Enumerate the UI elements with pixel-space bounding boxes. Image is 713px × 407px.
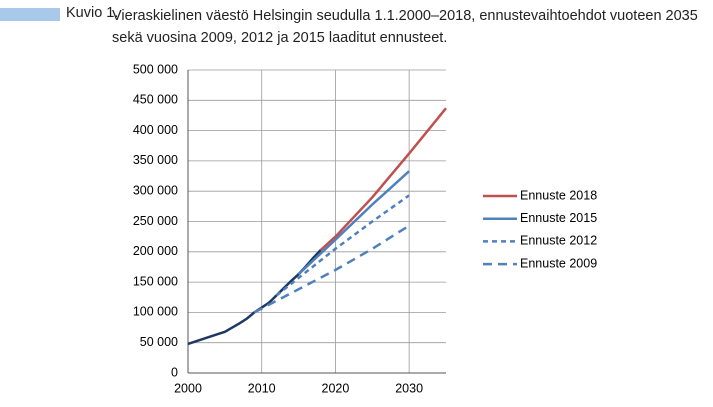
y-tick-label: 400 000 xyxy=(133,123,178,137)
chart-title: Vieraskielinen väestö Helsingin seudulla… xyxy=(112,8,698,46)
caption: Kuvio 1. Vieraskielinen väestö Helsingin… xyxy=(0,0,713,50)
caption-marker xyxy=(0,8,60,21)
y-tick-label: 0 xyxy=(171,365,178,379)
legend-label: Ennuste 2012 xyxy=(520,234,597,248)
figure-label: Kuvio 1. xyxy=(66,5,119,21)
x-tick-label: 2030 xyxy=(395,381,423,395)
x-tick-label: 2010 xyxy=(248,381,276,395)
series-line xyxy=(253,224,410,314)
legend-label: Ennuste 2015 xyxy=(520,211,597,225)
legend-label: Ennuste 2009 xyxy=(520,256,597,270)
series-line xyxy=(187,249,322,346)
y-tick-label: 150 000 xyxy=(133,274,178,288)
series-line xyxy=(319,107,447,251)
y-tick-label: 450 000 xyxy=(133,93,178,107)
y-tick-label: 300 000 xyxy=(133,183,178,197)
x-tick-label: 2000 xyxy=(174,381,202,395)
y-tick-label: 50 000 xyxy=(140,335,178,349)
series-line xyxy=(297,170,410,276)
y-tick-label: 200 000 xyxy=(133,244,178,258)
y-tick-label: 350 000 xyxy=(133,153,178,167)
y-tick-label: 500 000 xyxy=(133,62,178,76)
y-tick-label: 100 000 xyxy=(133,305,178,319)
series-line xyxy=(275,194,410,297)
y-tick-label: 250 000 xyxy=(133,214,178,228)
x-tick-label: 2020 xyxy=(322,381,350,395)
legend-label: Ennuste 2018 xyxy=(520,188,597,202)
